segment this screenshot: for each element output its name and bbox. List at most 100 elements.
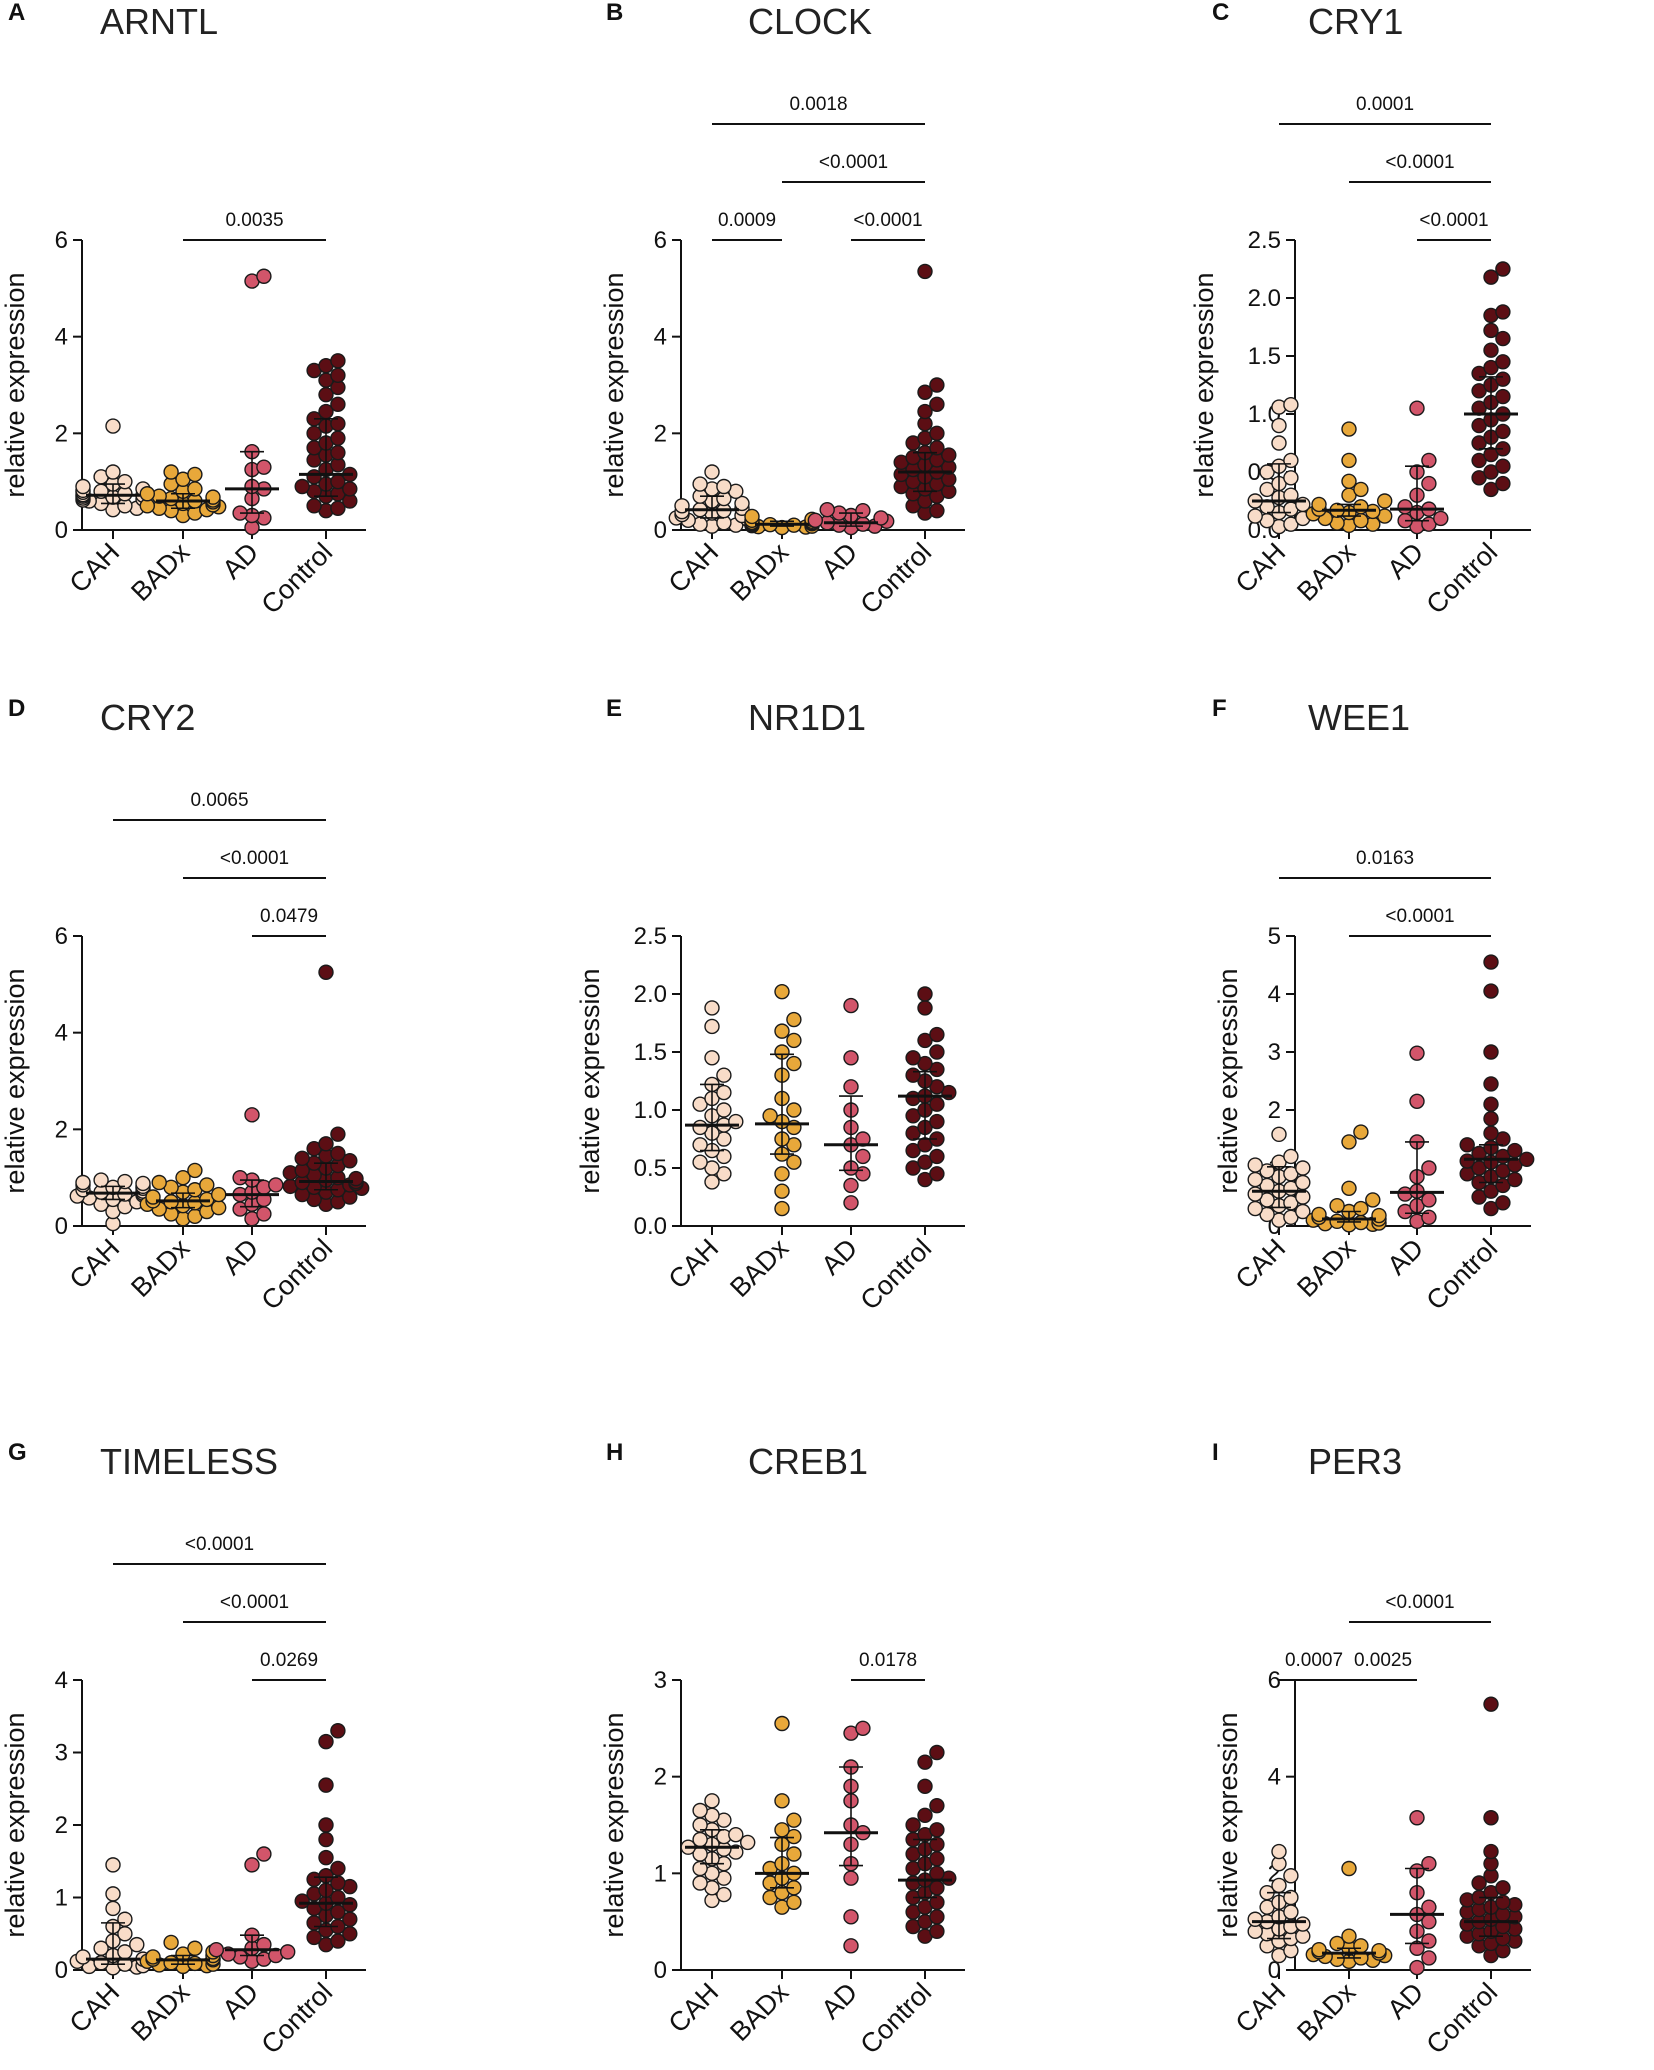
p-value-label: <0.0001 bbox=[220, 1592, 289, 1613]
y-tick-label: 3 bbox=[1268, 1039, 1281, 1066]
y-tick-label: 0 bbox=[55, 1957, 68, 1984]
category-label: Control bbox=[854, 537, 937, 620]
data-point-cah bbox=[716, 1102, 732, 1118]
data-point-cah bbox=[1283, 452, 1299, 469]
category-label: CAH bbox=[663, 1233, 725, 1295]
data-point-control bbox=[1459, 1153, 1475, 1169]
data-point-ad bbox=[1421, 1855, 1437, 1872]
data-point-badx bbox=[774, 1200, 790, 1217]
y-tick-label: 2.5 bbox=[634, 923, 667, 950]
p-value-label: <0.0001 bbox=[853, 210, 922, 231]
panel-letter: A bbox=[8, 0, 25, 26]
y-tick-label: 4 bbox=[55, 1020, 68, 1047]
data-point-ad bbox=[1409, 1045, 1425, 1061]
data-point-cah bbox=[1247, 1911, 1263, 1927]
panel-letter: E bbox=[606, 695, 622, 722]
data-point-control bbox=[929, 425, 945, 442]
data-point-cah bbox=[716, 1886, 732, 1903]
data-point-badx bbox=[774, 1822, 790, 1838]
data-point-ad bbox=[807, 512, 823, 529]
data-point-ad bbox=[256, 1846, 272, 1862]
data-point-control bbox=[1483, 1096, 1499, 1112]
data-point-control bbox=[330, 353, 346, 369]
y-axis-label: relative expression bbox=[599, 272, 629, 497]
data-point-control bbox=[318, 1849, 334, 1866]
category-label: Control bbox=[255, 537, 338, 620]
y-tick-label: 0 bbox=[55, 1213, 68, 1240]
data-point-badx bbox=[786, 1055, 802, 1072]
data-point-ad bbox=[1421, 1160, 1437, 1176]
data-point-control bbox=[1495, 1880, 1511, 1896]
data-point-control bbox=[917, 986, 933, 1002]
data-point-control bbox=[1495, 475, 1511, 492]
data-point-badx bbox=[786, 1812, 802, 1828]
data-point-ad bbox=[843, 1909, 859, 1925]
data-point-badx bbox=[786, 1828, 802, 1845]
y-tick-label: 1.5 bbox=[634, 1039, 667, 1066]
data-point-control bbox=[905, 1817, 921, 1833]
data-point-badx bbox=[774, 1793, 790, 1809]
data-point-ad bbox=[256, 268, 272, 284]
data-point-badx bbox=[145, 1949, 161, 1965]
data-point-control bbox=[330, 1126, 346, 1142]
data-point-control bbox=[1483, 269, 1499, 285]
data-point-cah bbox=[704, 1018, 720, 1035]
data-point-ad bbox=[232, 1169, 248, 1186]
data-point-control bbox=[929, 377, 945, 393]
data-point-badx bbox=[1311, 1941, 1327, 1958]
data-point-control bbox=[1483, 1110, 1499, 1127]
data-point-control bbox=[917, 384, 933, 400]
data-point-control bbox=[1518, 1151, 1535, 1168]
data-point-cah bbox=[1271, 417, 1287, 434]
y-tick-label: 4 bbox=[55, 324, 68, 351]
data-point-badx bbox=[163, 1955, 179, 1971]
p-value-label: 0.0001 bbox=[1356, 94, 1414, 115]
data-point-cah bbox=[1271, 1877, 1287, 1894]
category-label: CAH bbox=[663, 1977, 725, 2039]
data-point-ad bbox=[208, 1941, 225, 1958]
data-point-badx bbox=[187, 1940, 203, 1956]
category-label: BADx bbox=[125, 1977, 195, 2047]
data-point-badx bbox=[1365, 1192, 1381, 1208]
data-point-control bbox=[318, 964, 334, 980]
data-point-badx bbox=[774, 1715, 790, 1732]
y-tick-label: 2.0 bbox=[634, 981, 667, 1008]
data-point-cah bbox=[704, 1793, 720, 1809]
y-tick-label: 6 bbox=[55, 227, 68, 254]
data-point-cah bbox=[1295, 1174, 1311, 1191]
data-point-ad bbox=[1397, 499, 1413, 515]
data-point-badx bbox=[1353, 481, 1369, 498]
data-point-control bbox=[330, 1860, 346, 1877]
data-point-control bbox=[318, 1777, 334, 1793]
category-label: Control bbox=[255, 1233, 338, 1316]
data-point-badx bbox=[1353, 1938, 1369, 1954]
data-point-control bbox=[929, 1851, 945, 1867]
data-point-badx bbox=[774, 983, 790, 1000]
data-point-ad bbox=[843, 1079, 859, 1095]
data-point-badx bbox=[1341, 1928, 1357, 1944]
p-value-label: <0.0001 bbox=[1385, 1592, 1454, 1613]
data-point-control bbox=[1483, 1076, 1499, 1092]
category-label: AD bbox=[217, 1233, 265, 1281]
data-point-control bbox=[330, 367, 346, 384]
p-value-label: 0.0178 bbox=[859, 1650, 917, 1671]
data-point-control bbox=[1495, 1195, 1511, 1211]
panel-title: TIMELESS bbox=[100, 1441, 278, 1482]
data-point-control bbox=[318, 1733, 334, 1750]
data-point-ad bbox=[843, 997, 859, 1014]
data-point-ad bbox=[855, 502, 871, 519]
data-point-cah bbox=[692, 1154, 708, 1170]
data-point-cah bbox=[1283, 1904, 1299, 1920]
p-value-label: <0.0001 bbox=[819, 152, 888, 173]
p-value-label: 0.0163 bbox=[1356, 848, 1414, 869]
data-point-control bbox=[330, 415, 346, 432]
data-point-control bbox=[1495, 330, 1511, 347]
data-point-cah bbox=[1247, 1157, 1263, 1173]
p-value-label: 0.0018 bbox=[789, 94, 847, 115]
y-tick-label: 1 bbox=[654, 1860, 667, 1887]
data-point-control bbox=[929, 1797, 945, 1814]
data-point-badx bbox=[151, 1174, 167, 1191]
data-point-control bbox=[1483, 1044, 1499, 1060]
data-point-control bbox=[1507, 1171, 1523, 1188]
